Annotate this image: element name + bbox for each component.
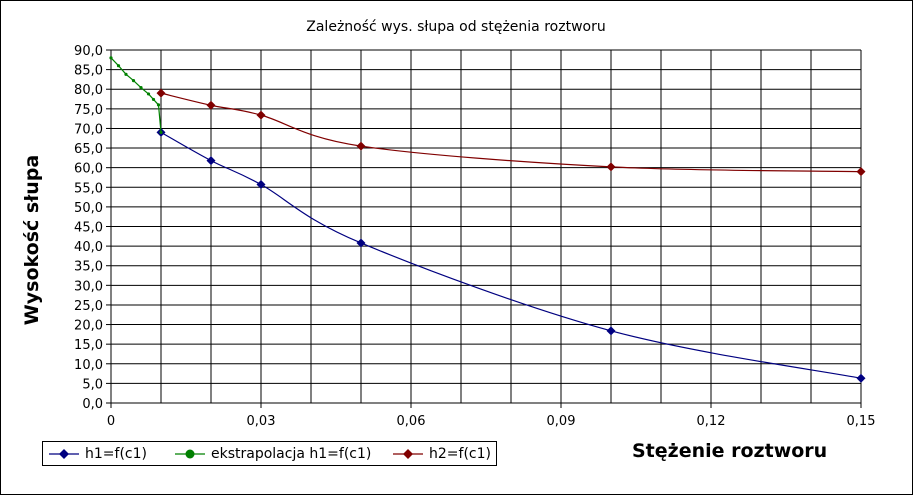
series-h1 [156,127,866,383]
data-point [146,92,151,96]
data-point [131,78,136,83]
y-tick-label: 20,0 [74,319,103,334]
legend-item-extrapolation: ekstrapolacja h1=f(c1) [175,444,371,463]
legend-label-h2: h2=f(c1) [429,445,491,462]
data-point [151,97,156,102]
data-point [206,100,216,110]
y-tick-label: 55,0 [74,181,103,196]
data-point [124,72,128,76]
series-line [160,131,862,379]
y-tick-label: 5,0 [82,377,103,392]
data-point [109,56,113,60]
legend-label-extrapolation: ekstrapolacja h1=f(c1) [211,445,372,462]
x-tick-label: 0,03 [247,414,276,429]
y-tick-label: 85,0 [74,64,103,79]
data-point [206,156,216,166]
y-axis-label: Wysokość słupa [21,155,43,325]
legend-label-h1: h1=f(c1) [85,445,147,462]
y-tick-label: 45,0 [74,221,103,236]
y-tick-label: 10,0 [74,358,103,373]
y-tick-label: 60,0 [74,162,103,177]
x-axis-label: Stężenie roztworu [632,440,828,462]
data-point [606,162,616,172]
chart-title: Zależność wys. słupa od stężenia roztwor… [306,19,605,35]
y-tick-label: 75,0 [74,103,103,118]
x-tick-label: 0,12 [697,414,726,429]
y-tick-label: 0,0 [82,397,103,412]
data-point [356,238,366,248]
x-tick-label: 0,06 [397,414,426,429]
y-tick-label: 50,0 [74,201,103,216]
y-tick-label: 90,0 [74,44,103,59]
y-tick-label: 35,0 [74,260,103,275]
y-tick-label: 25,0 [74,299,103,314]
legend-marker-h2 [393,448,423,459]
series-layer [109,56,866,383]
data-point [156,103,161,107]
y-tick-label: 65,0 [74,142,103,157]
y-tick-label: 40,0 [74,240,103,255]
data-point [139,86,143,90]
y-tick-label: 15,0 [74,338,103,353]
legend-marker-extrapolation [175,449,205,458]
legend-marker-h1 [49,448,79,459]
y-axis-ticks: 0,0 5,0 10,0 15,0 20,0 25,0 30,0 35,0 40,0 45,0 50… [74,44,111,412]
x-tick-label: 0,09 [547,414,576,429]
chart-legend: h1=f(c1) ekstrapolacja h1=f(c1) h2=f(c1) [42,441,497,466]
data-point [159,130,163,134]
data-point [356,141,366,151]
legend-item-h1: h1=f(c1) [49,444,147,463]
series-extrapolation [109,56,163,134]
legend-item-h2: h2=f(c1) [393,444,491,463]
x-tick-label: 0 [107,414,115,429]
data-point [606,326,616,336]
data-point [256,180,266,190]
data-point [256,110,266,120]
y-tick-label: 70,0 [74,122,103,137]
data-point [156,88,166,98]
series-line [110,57,162,133]
series-h2 [156,88,866,177]
chart-grid [110,49,862,404]
x-tick-label: 0,15 [847,414,876,429]
y-tick-label: 30,0 [74,279,103,294]
data-point [116,64,121,68]
x-axis-ticks: 0 0,03 0,06 0,09 0,12 0,15 [107,403,876,429]
y-tick-label: 80,0 [74,83,103,98]
data-point [856,373,866,383]
data-point [856,167,866,177]
